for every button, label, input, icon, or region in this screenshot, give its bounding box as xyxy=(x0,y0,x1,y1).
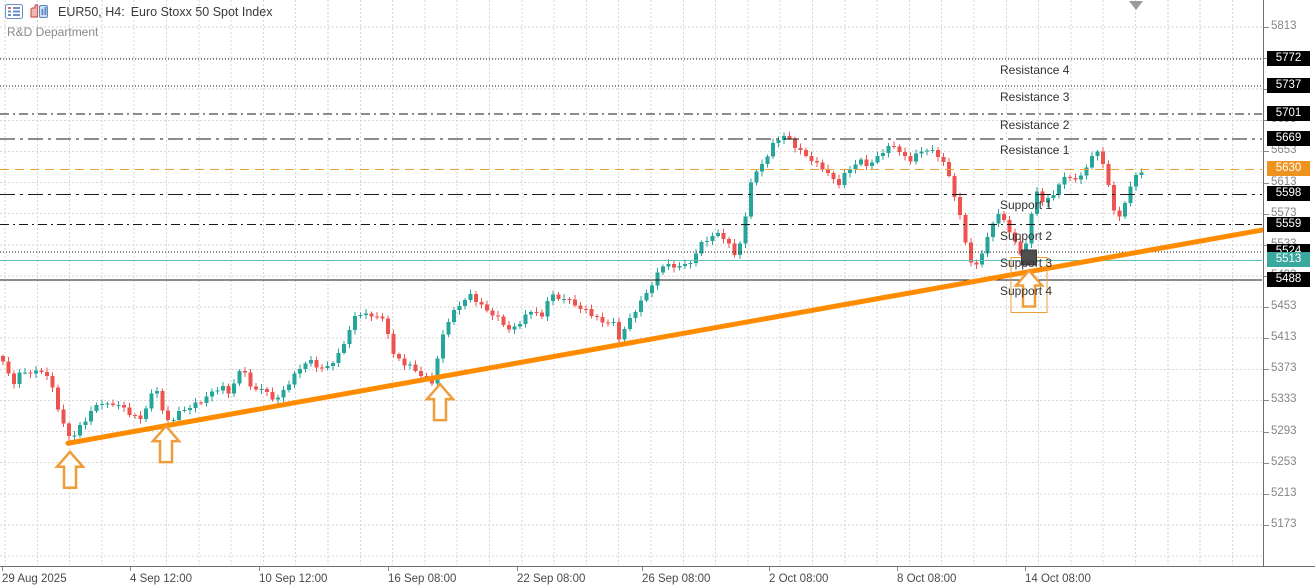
price-axis-label: 5333 xyxy=(1271,393,1297,406)
up-arrow-object-3[interactable] xyxy=(424,382,456,422)
price-axis-tick xyxy=(1264,213,1269,215)
up-arrow-object-4[interactable] xyxy=(1013,268,1045,308)
watermark: R&D Department xyxy=(7,25,99,39)
price-axis-label: 5213 xyxy=(1271,486,1297,499)
price-axis-tick xyxy=(1264,307,1269,309)
level-lines[interactable] xyxy=(0,58,1262,281)
time-axis-label: 4 Sep 12:00 xyxy=(130,573,193,585)
trendline[interactable] xyxy=(65,227,1263,446)
candles xyxy=(1,131,1144,441)
time-axis-tick xyxy=(2,567,3,571)
up-arrow-object-1[interactable] xyxy=(54,449,86,490)
price-axis-tick xyxy=(1264,338,1269,340)
selection-handle[interactable] xyxy=(1021,249,1037,266)
time-axis-tick xyxy=(259,567,260,571)
level-label-resistance-3: Resistance 3 xyxy=(1000,90,1070,105)
chart-plot-area[interactable] xyxy=(0,0,1263,566)
time-axis-tick xyxy=(769,567,770,571)
level-price-badge: 5488 xyxy=(1267,271,1310,287)
price-axis-tick xyxy=(1264,182,1269,184)
price-axis-tick xyxy=(1264,58,1269,60)
level-label-resistance-4: Resistance 4 xyxy=(1000,62,1070,77)
chart-header: EUR50, H4: Euro Stoxx 50 Spot Index xyxy=(5,4,272,19)
level-price-badge: 5737 xyxy=(1267,78,1310,94)
chart-shift-marker-icon xyxy=(1129,1,1143,10)
price-axis-tick xyxy=(1264,462,1269,464)
level-price-badge: 5772 xyxy=(1267,50,1310,66)
price-axis-label: 5573 xyxy=(1271,206,1297,219)
time-axis-tick xyxy=(130,567,131,571)
price-axis-label: 5413 xyxy=(1271,331,1297,344)
level-label-support-4: Support 4 xyxy=(1000,283,1053,298)
price-axis-tick xyxy=(1264,27,1269,28)
time-axis-label: 29 Aug 2025 xyxy=(2,573,67,585)
arrow-objects[interactable] xyxy=(54,249,1048,490)
price-axis-tick xyxy=(1264,89,1269,91)
aux-price-badge: 5513 xyxy=(1267,252,1310,268)
level-price-badge: 5559 xyxy=(1267,216,1310,232)
time-axis-tick xyxy=(897,567,898,571)
bar-chart-icon xyxy=(30,4,48,18)
level-price-badge: 5669 xyxy=(1267,131,1310,147)
current-price-badge: 5630 xyxy=(1267,161,1310,177)
price-axis-tick xyxy=(1264,431,1269,433)
level-label-support-3: Support 3 xyxy=(1000,255,1053,270)
time-axis-label: 16 Sep 08:00 xyxy=(388,573,457,585)
price-axis-label: 5613 xyxy=(1271,175,1297,188)
chart-title-description: Euro Stoxx 50 Spot Index xyxy=(130,4,273,19)
list-icon xyxy=(5,4,23,19)
time-axis-label: 2 Oct 08:00 xyxy=(769,573,829,585)
level-label-support-1: Support 1 xyxy=(1000,198,1053,213)
level-label-resistance-2: Resistance 2 xyxy=(1000,118,1070,133)
time-axis-tick xyxy=(388,567,389,571)
time-axis-label: 22 Sep 08:00 xyxy=(517,573,586,585)
price-axis-tick xyxy=(1264,120,1269,122)
grid-lines xyxy=(0,0,1262,565)
up-arrow-object-2[interactable] xyxy=(150,424,182,464)
price-axis[interactable]: 5173521352535293533353735413545354935533… xyxy=(1263,0,1315,566)
level-price-badge: 5701 xyxy=(1267,106,1310,122)
price-axis-label: 5293 xyxy=(1271,424,1297,437)
price-axis-label: 5173 xyxy=(1271,517,1297,530)
level-label-support-2: Support 2 xyxy=(1000,228,1053,243)
price-axis-tick xyxy=(1264,151,1269,153)
time-axis-tick xyxy=(1025,567,1026,571)
level-label-resistance-1: Resistance 1 xyxy=(1000,143,1070,158)
price-axis-tick xyxy=(1264,493,1269,495)
price-axis-label: 5813 xyxy=(1271,20,1297,32)
time-axis-tick xyxy=(642,567,643,571)
price-axis-label: 5253 xyxy=(1271,455,1297,468)
price-axis-label: 5653 xyxy=(1271,144,1297,157)
price-axis-tick xyxy=(1264,524,1269,526)
price-axis-tick xyxy=(1264,244,1269,246)
chart-title-symbol: EUR50, H4: xyxy=(58,4,125,19)
level-price-badge: 5598 xyxy=(1267,186,1310,202)
time-axis-label: 8 Oct 08:00 xyxy=(897,573,957,585)
time-axis[interactable]: 29 Aug 2025 4 Sep 12:00 10 Sep 12:00 16 Sep… xyxy=(0,566,1315,587)
time-axis-label: 10 Sep 12:00 xyxy=(259,573,328,585)
price-axis-tick xyxy=(1264,400,1269,402)
price-axis-label: 5373 xyxy=(1271,362,1297,375)
time-axis-tick xyxy=(517,567,518,571)
price-axis-tick xyxy=(1264,369,1269,371)
time-axis-label: 14 Oct 08:00 xyxy=(1025,573,1091,585)
price-axis-tick xyxy=(1264,275,1269,277)
price-axis-label: 5453 xyxy=(1271,300,1297,313)
time-axis-label: 26 Sep 08:00 xyxy=(642,573,711,585)
